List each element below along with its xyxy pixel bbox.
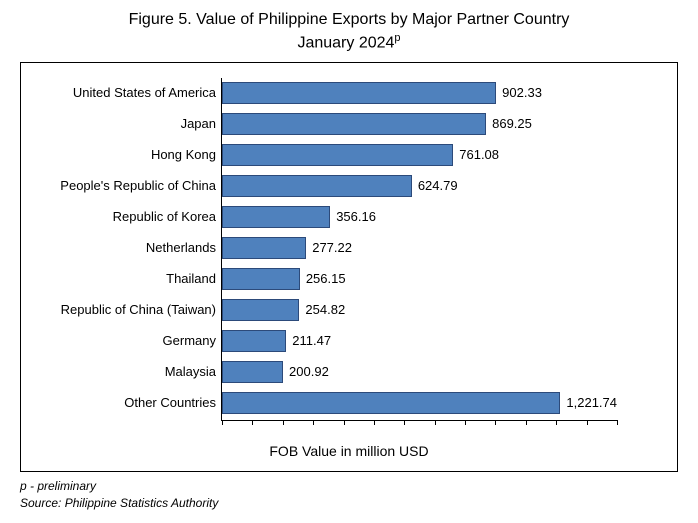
x-tick: [617, 420, 618, 425]
x-tick: [222, 420, 223, 425]
value-label: 761.08: [453, 147, 499, 162]
bar: [222, 144, 453, 166]
category-label: Republic of China (Taiwan): [27, 302, 222, 317]
category-label: Japan: [27, 116, 222, 131]
bar: [222, 237, 306, 259]
category-label: United States of America: [27, 85, 222, 100]
x-tick: [344, 420, 345, 425]
value-label: 624.79: [412, 178, 458, 193]
title-line2-suffix: p: [394, 32, 400, 44]
bar: [222, 330, 286, 352]
bar: [222, 113, 486, 135]
category-label: Malaysia: [27, 364, 222, 379]
value-label: 869.25: [486, 116, 532, 131]
bar: [222, 392, 560, 414]
bar: [222, 82, 496, 104]
footnote-source: Source: Philippine Statistics Authority: [20, 495, 678, 512]
value-label: 277.22: [306, 240, 352, 255]
x-tick: [587, 420, 588, 425]
bar: [222, 361, 283, 383]
category-label: Other Countries: [27, 395, 222, 410]
category-label: Thailand: [27, 271, 222, 286]
x-axis-label: FOB Value in million USD: [21, 443, 677, 459]
bar-row: Malaysia200.92: [222, 361, 617, 383]
value-label: 256.15: [300, 271, 346, 286]
category-label: People's Republic of China: [27, 178, 222, 193]
value-label: 356.16: [330, 209, 376, 224]
bar: [222, 175, 412, 197]
footnotes: p - preliminary Source: Philippine Stati…: [20, 478, 678, 512]
bar-row: Japan869.25: [222, 113, 617, 135]
bar: [222, 268, 300, 290]
value-label: 200.92: [283, 364, 329, 379]
x-tick: [556, 420, 557, 425]
bar-row: Thailand256.15: [222, 268, 617, 290]
bar-row: People's Republic of China624.79: [222, 175, 617, 197]
value-label: 1,221.74: [560, 395, 617, 410]
bar-row: Republic of China (Taiwan)254.82: [222, 299, 617, 321]
value-label: 211.47: [286, 333, 331, 348]
bar: [222, 206, 330, 228]
x-tick: [313, 420, 314, 425]
bar-row: Netherlands277.22: [222, 237, 617, 259]
value-label: 254.82: [299, 302, 345, 317]
x-tick: [252, 420, 253, 425]
footnote-preliminary: p - preliminary: [20, 478, 678, 495]
x-tick: [465, 420, 466, 425]
category-label: Netherlands: [27, 240, 222, 255]
chart-container: United States of America902.33Japan869.2…: [20, 62, 678, 472]
bar-series: United States of America902.33 Japan869.2…: [222, 78, 617, 420]
x-tick: [283, 420, 284, 425]
chart-title: Figure 5. Value of Philippine Exports by…: [20, 10, 678, 54]
x-tick: [374, 420, 375, 425]
bar-row: Republic of Korea356.16: [222, 206, 617, 228]
x-tick: [435, 420, 436, 425]
bar-row: Germany211.47: [222, 330, 617, 352]
x-tick: [526, 420, 527, 425]
plot-area: United States of America902.33 Japan869.2…: [221, 78, 617, 421]
bar-row: United States of America902.33: [222, 82, 617, 104]
category-label: Germany: [27, 333, 222, 348]
category-label: Republic of Korea: [27, 209, 222, 224]
x-tick: [404, 420, 405, 425]
x-tick: [495, 420, 496, 425]
value-label: 902.33: [496, 85, 542, 100]
bar-row: Other Countries1,221.74: [222, 392, 617, 414]
title-line2-prefix: January 2024: [297, 34, 394, 51]
bar: [222, 299, 299, 321]
category-label: Hong Kong: [27, 147, 222, 162]
bar-row: Hong Kong761.08: [222, 144, 617, 166]
title-line1: Figure 5. Value of Philippine Exports by…: [129, 11, 570, 28]
